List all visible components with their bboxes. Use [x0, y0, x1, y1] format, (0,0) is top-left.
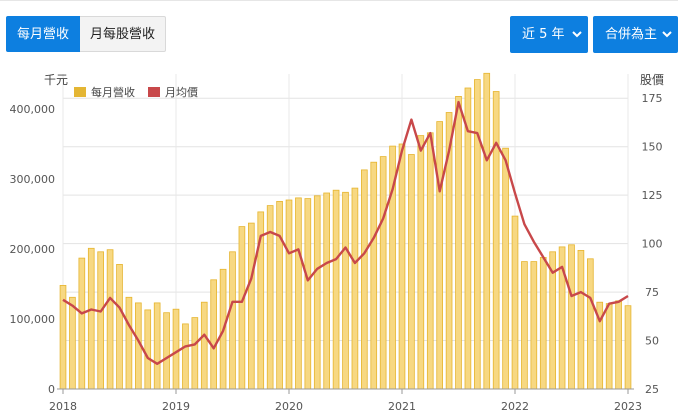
revenue-bar — [398, 143, 406, 390]
revenue-bar — [78, 257, 86, 390]
revenue-bar — [229, 251, 236, 390]
right-tick-label: 175 — [642, 92, 663, 105]
revenue-bar — [605, 303, 613, 390]
revenue-bar — [97, 251, 104, 390]
revenue-bar — [624, 305, 632, 390]
revenue-bar — [492, 91, 500, 390]
revenue-bar — [153, 302, 161, 390]
left-tick-label: 200,000 — [10, 243, 56, 256]
left-tick-label: 400,000 — [10, 103, 56, 116]
revenue-bar — [125, 296, 133, 390]
revenue-bar — [285, 199, 293, 390]
revenue-bar — [587, 258, 594, 390]
revenue-bar — [106, 249, 114, 390]
revenue-bar — [172, 308, 180, 390]
revenue-bar — [351, 187, 359, 390]
right-tick-label: 125 — [642, 189, 663, 202]
chevron-down-icon — [661, 16, 673, 53]
revenue-bar — [144, 309, 152, 390]
revenue-bar — [116, 263, 123, 390]
revenue-bar — [248, 222, 255, 390]
revenue-bar — [436, 121, 443, 390]
legend-label-revenue: 每月營收 — [91, 85, 135, 99]
revenue-bar — [313, 195, 321, 390]
revenue-bar — [323, 192, 330, 390]
revenue-bar — [370, 161, 378, 390]
revenue-bar — [87, 247, 95, 390]
revenue-bar — [408, 154, 415, 390]
revenue-bar — [502, 147, 509, 390]
left-axis-label: 千元 — [44, 73, 68, 87]
chevron-down-icon — [571, 16, 583, 53]
right-tick-label: 75 — [645, 286, 659, 299]
revenue-bar — [379, 156, 387, 390]
left-tick-label: 100,000 — [10, 313, 56, 326]
revenue-bar — [530, 261, 538, 390]
revenue-bar — [332, 189, 340, 390]
period-dropdown-label: 近 5 年 — [522, 27, 565, 42]
top-divider — [0, 0, 678, 1]
chart-axes: 2018 2019 2020 2021 2022 2023 0 100,000 200,000 3… — [10, 92, 663, 413]
x-tick-label: 2022 — [501, 400, 529, 413]
scope-dropdown[interactable]: 合併為主 — [593, 16, 678, 53]
revenue-bar — [539, 256, 547, 390]
tab-monthly-revenue[interactable]: 每月營收 — [6, 16, 81, 52]
x-tick-label: 2018 — [49, 400, 77, 413]
x-tick-label: 2019 — [162, 400, 190, 413]
left-tick-label: 300,000 — [10, 173, 56, 186]
revenue-bar — [511, 215, 519, 390]
legend-swatch-price — [148, 87, 160, 97]
legend-label-price: 月均價 — [165, 85, 198, 99]
revenue-bar — [361, 169, 368, 390]
scope-dropdown-label: 合併為主 — [605, 27, 658, 42]
revenue-bar — [577, 249, 585, 390]
right-tick-label: 150 — [642, 141, 663, 154]
revenue-bar — [426, 132, 434, 390]
revenue-bar — [304, 198, 312, 390]
revenue-bar — [417, 135, 425, 390]
price-line — [62, 100, 629, 365]
legend: 每月營收 月均價 — [74, 85, 198, 99]
right-tick-label: 50 — [645, 335, 659, 348]
revenue-bars — [59, 72, 632, 390]
legend-swatch-revenue — [74, 87, 86, 97]
view-tabs: 每月營收 月每股營收 — [6, 16, 167, 52]
revenue-bar — [200, 301, 208, 390]
period-dropdown[interactable]: 近 5 年 — [510, 16, 588, 53]
revenue-bar — [521, 261, 528, 390]
right-tick-label: 100 — [642, 238, 663, 251]
revenue-bar — [163, 312, 170, 390]
x-tick-label: 2023 — [614, 400, 642, 413]
right-axis-label: 股價 — [640, 73, 664, 87]
revenue-bar — [182, 323, 189, 390]
revenue-bar — [455, 96, 462, 390]
revenue-bar — [464, 87, 472, 390]
revenue-bar — [69, 296, 76, 390]
revenue-bar — [276, 200, 283, 390]
revenue-bar — [191, 317, 199, 390]
left-tick-label: 0 — [48, 383, 55, 396]
revenue-bar — [295, 197, 302, 390]
x-tick-label: 2020 — [275, 400, 303, 413]
revenue-bar — [210, 279, 217, 390]
revenue-bar — [238, 226, 246, 390]
revenue-bar — [474, 79, 481, 390]
tab-monthly-eps-revenue[interactable]: 月每股營收 — [80, 16, 167, 52]
revenue-bar — [483, 72, 491, 390]
revenue-bar — [342, 191, 349, 390]
revenue-bar — [568, 244, 575, 390]
x-tick-label: 2021 — [388, 400, 416, 413]
revenue-bar — [615, 300, 622, 390]
right-tick-label: 25 — [645, 383, 659, 396]
price-line-path — [62, 100, 629, 365]
